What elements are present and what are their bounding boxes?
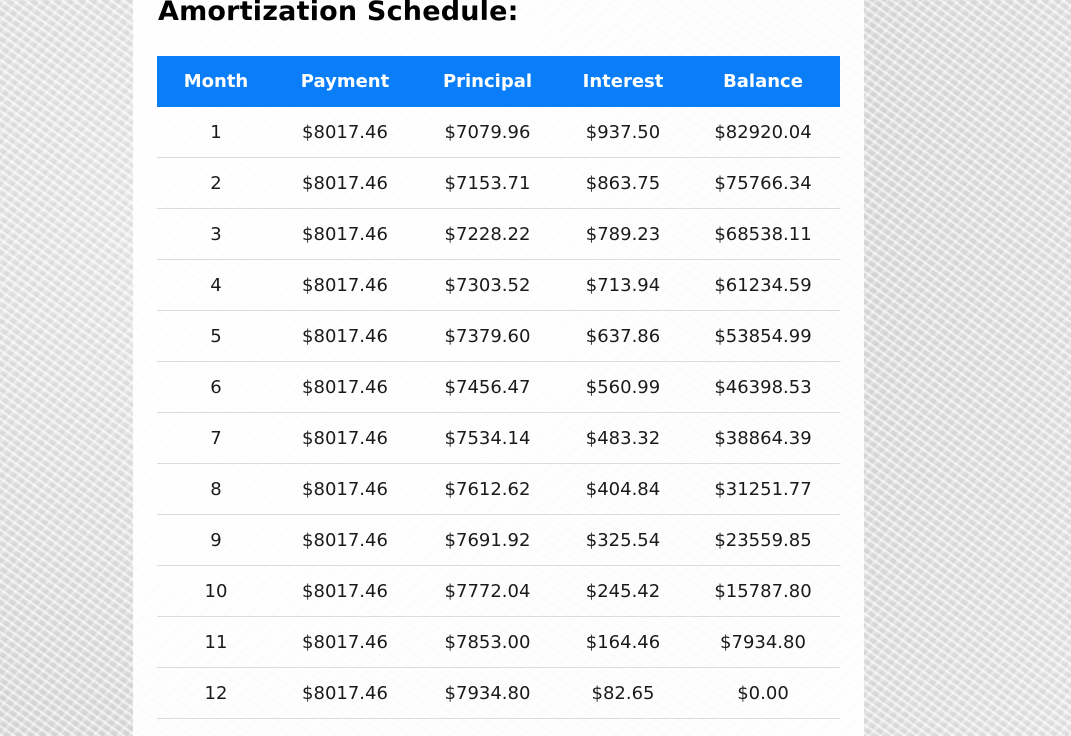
cell-principal: $7934.80 bbox=[415, 667, 560, 719]
table-row: 12 $8017.46 $7934.80 $82.65 $0.00 bbox=[157, 667, 840, 719]
column-header-interest: Interest bbox=[582, 71, 664, 92]
cell-balance: $46398.53 bbox=[686, 361, 840, 413]
cell-payment: $8017.46 bbox=[275, 412, 415, 464]
cell-balance: $82920.04 bbox=[686, 107, 840, 158]
cell-month: 5 bbox=[157, 310, 275, 362]
cell-month: 12 bbox=[157, 667, 275, 719]
cell-payment: $8017.46 bbox=[275, 514, 415, 566]
cell-balance: $7934.80 bbox=[686, 616, 840, 668]
cell-month: 7 bbox=[157, 412, 275, 464]
table-row: 1 $8017.46 $7079.96 $937.50 $82920.04 bbox=[157, 107, 840, 158]
column-header-payment: Payment bbox=[300, 71, 390, 92]
cell-payment: $8017.46 bbox=[275, 616, 415, 668]
cell-month: 1 bbox=[157, 107, 275, 158]
amortization-table: Month Payment Principal Interest Balance… bbox=[157, 56, 840, 719]
cell-balance: $0.00 bbox=[686, 667, 840, 719]
cell-interest: $789.23 bbox=[560, 208, 686, 260]
table-row: 6 $8017.46 $7456.47 $560.99 $46398.53 bbox=[157, 361, 840, 413]
cell-month: 4 bbox=[157, 259, 275, 311]
cell-balance: $31251.77 bbox=[686, 463, 840, 515]
cell-payment: $8017.46 bbox=[275, 463, 415, 515]
cell-principal: $7303.52 bbox=[415, 259, 560, 311]
table-row: 4 $8017.46 $7303.52 $713.94 $61234.59 bbox=[157, 259, 840, 311]
cell-interest: $404.84 bbox=[560, 463, 686, 515]
table-body: 1 $8017.46 $7079.96 $937.50 $82920.04 2 … bbox=[157, 107, 840, 719]
table-header-row: Month Payment Principal Interest Balance bbox=[157, 56, 840, 107]
cell-interest: $245.42 bbox=[560, 565, 686, 617]
cell-payment: $8017.46 bbox=[275, 259, 415, 311]
cell-principal: $7153.71 bbox=[415, 157, 560, 209]
cell-balance: $38864.39 bbox=[686, 412, 840, 464]
cell-payment: $8017.46 bbox=[275, 208, 415, 260]
table-row: 10 $8017.46 $7772.04 $245.42 $15787.80 bbox=[157, 565, 840, 617]
cell-month: 9 bbox=[157, 514, 275, 566]
cell-balance: $23559.85 bbox=[686, 514, 840, 566]
cell-balance: $68538.11 bbox=[686, 208, 840, 260]
cell-principal: $7853.00 bbox=[415, 616, 560, 668]
column-header-month: Month bbox=[183, 71, 249, 92]
cell-principal: $7228.22 bbox=[415, 208, 560, 260]
cell-payment: $8017.46 bbox=[275, 565, 415, 617]
table-row: 7 $8017.46 $7534.14 $483.32 $38864.39 bbox=[157, 412, 840, 464]
cell-interest: $82.65 bbox=[560, 667, 686, 719]
cell-balance: $75766.34 bbox=[686, 157, 840, 209]
column-header-principal: Principal bbox=[442, 71, 533, 92]
cell-interest: $863.75 bbox=[560, 157, 686, 209]
table-row: 11 $8017.46 $7853.00 $164.46 $7934.80 bbox=[157, 616, 840, 668]
cell-interest: $937.50 bbox=[560, 107, 686, 158]
cell-interest: $713.94 bbox=[560, 259, 686, 311]
cell-balance: $53854.99 bbox=[686, 310, 840, 362]
cell-interest: $483.32 bbox=[560, 412, 686, 464]
column-header-balance: Balance bbox=[723, 71, 803, 92]
cell-month: 2 bbox=[157, 157, 275, 209]
cell-payment: $8017.46 bbox=[275, 361, 415, 413]
cell-payment: $8017.46 bbox=[275, 667, 415, 719]
page-title: Amortization Schedule: bbox=[158, 0, 519, 27]
cell-principal: $7379.60 bbox=[415, 310, 560, 362]
table-row: 5 $8017.46 $7379.60 $637.86 $53854.99 bbox=[157, 310, 840, 362]
cell-principal: $7456.47 bbox=[415, 361, 560, 413]
cell-interest: $164.46 bbox=[560, 616, 686, 668]
cell-month: 3 bbox=[157, 208, 275, 260]
cell-payment: $8017.46 bbox=[275, 157, 415, 209]
table-row: 3 $8017.46 $7228.22 $789.23 $68538.11 bbox=[157, 208, 840, 260]
cell-balance: $15787.80 bbox=[686, 565, 840, 617]
cell-balance: $61234.59 bbox=[686, 259, 840, 311]
cell-principal: $7612.62 bbox=[415, 463, 560, 515]
cell-month: 10 bbox=[157, 565, 275, 617]
cell-month: 8 bbox=[157, 463, 275, 515]
cell-principal: $7691.92 bbox=[415, 514, 560, 566]
cell-interest: $325.54 bbox=[560, 514, 686, 566]
table-row: 2 $8017.46 $7153.71 $863.75 $75766.34 bbox=[157, 157, 840, 209]
cell-interest: $560.99 bbox=[560, 361, 686, 413]
cell-month: 6 bbox=[157, 361, 275, 413]
cell-principal: $7772.04 bbox=[415, 565, 560, 617]
table-row: 8 $8017.46 $7612.62 $404.84 $31251.77 bbox=[157, 463, 840, 515]
table-header: Month Payment Principal Interest Balance bbox=[157, 56, 840, 107]
cell-interest: $637.86 bbox=[560, 310, 686, 362]
cell-month: 11 bbox=[157, 616, 275, 668]
cell-principal: $7079.96 bbox=[415, 107, 560, 158]
cell-payment: $8017.46 bbox=[275, 310, 415, 362]
cell-principal: $7534.14 bbox=[415, 412, 560, 464]
cell-payment: $8017.46 bbox=[275, 107, 415, 158]
table-row: 9 $8017.46 $7691.92 $325.54 $23559.85 bbox=[157, 514, 840, 566]
